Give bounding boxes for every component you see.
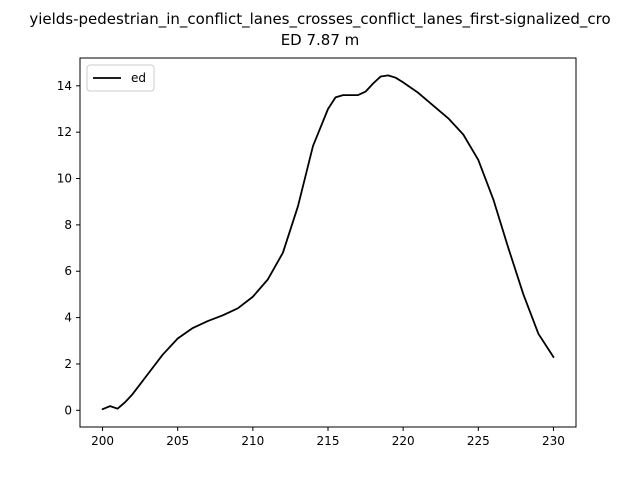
legend: ed (86, 64, 155, 92)
x-tick-label: 210 (241, 434, 264, 448)
plot-background (80, 58, 576, 427)
chart-subtitle: ED 7.87 m (281, 31, 360, 49)
legend-label-ed: ed (131, 71, 146, 85)
plot-area (79, 57, 577, 428)
y-tick-label: 6 (64, 264, 72, 278)
x-tick-label: 200 (91, 434, 114, 448)
y-tick-label: 10 (57, 172, 72, 186)
y-tick-label: 2 (64, 357, 72, 371)
y-tick-label: 14 (57, 79, 72, 93)
x-tick-label: 220 (392, 434, 415, 448)
x-tick-label: 205 (166, 434, 189, 448)
y-tick-label: 8 (64, 218, 72, 232)
y-tick-label: 0 (64, 403, 72, 417)
y-tick-label: 4 (64, 311, 72, 325)
axis-ticks: 200 205 210 215 220 225 230 0 2 4 6 8 10 12 14 (57, 79, 565, 448)
x-tick-label: 230 (542, 434, 565, 448)
x-tick-label: 225 (467, 434, 490, 448)
chart-title: yields-pedestrian_in_conflict_lanes_cros… (29, 10, 610, 29)
x-tick-label: 215 (317, 434, 340, 448)
y-tick-label: 12 (57, 125, 72, 139)
series-line-ed (101, 74, 555, 411)
